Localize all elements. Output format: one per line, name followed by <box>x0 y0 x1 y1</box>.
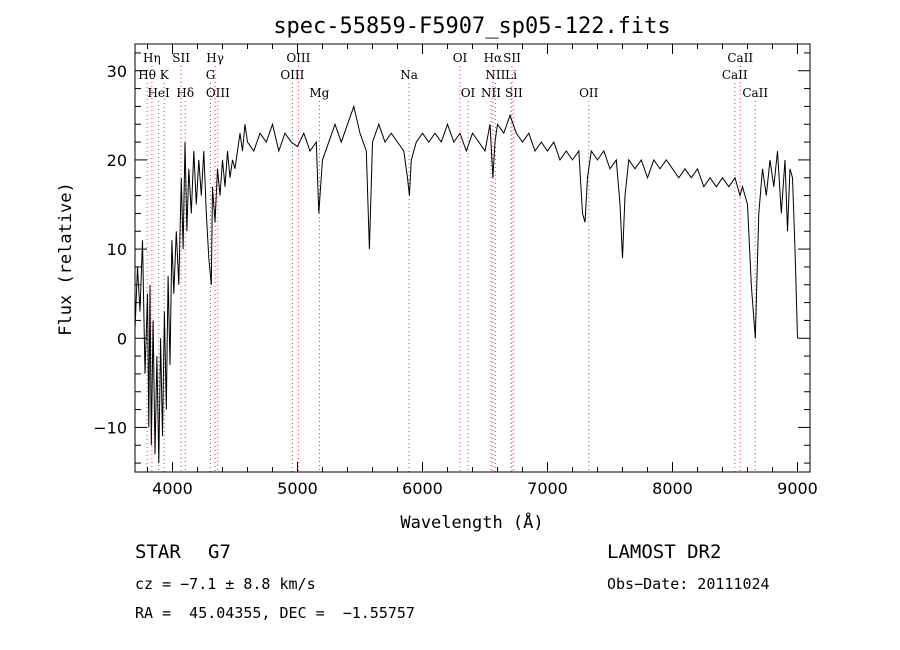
x-tick-label-3: 7000 <box>527 479 568 498</box>
line-label-9: OIII <box>286 51 310 65</box>
line-label-24: CaII <box>742 86 768 100</box>
y-tick-label-0: −10 <box>93 418 127 437</box>
line-label-2: HeI <box>147 86 170 100</box>
line-label-14: OI <box>461 86 476 100</box>
line-label-15: Hα <box>484 51 503 65</box>
line-label-19: NII <box>481 86 501 100</box>
x-tick-label-0: 4000 <box>152 479 193 498</box>
ra-dec-coordinates: RA = 45.04355, DEC = −1.55757 <box>135 604 415 622</box>
observation-date: Obs−Date: 20111024 <box>607 575 770 593</box>
y-tick-label-1: 0 <box>117 329 127 348</box>
line-label-7: G <box>206 68 216 82</box>
line-label-1: Hθ <box>138 68 156 82</box>
y-tick-label-3: 20 <box>107 151 127 170</box>
line-label-0: Hη <box>143 51 161 65</box>
x-axis-ticks: 4000 5000 6000 7000 8000 9000 <box>147 44 818 498</box>
plot-frame <box>134 43 811 473</box>
line-label-12: Na <box>400 68 418 82</box>
y-tick-label-2: 10 <box>107 240 127 259</box>
line-label-20: SII <box>505 86 523 100</box>
x-axis-label: Wavelength (Å) <box>400 511 543 533</box>
line-label-10: OIII <box>280 68 304 82</box>
x-tick-label-5: 9000 <box>777 479 818 498</box>
line-label-4: SII <box>172 51 190 65</box>
y-axis-ticks: −10 0 10 20 30 <box>93 52 810 464</box>
line-label-23: CaII <box>722 68 748 82</box>
survey-name: LAMOST DR2 <box>607 541 722 563</box>
x-tick-label-4: 8000 <box>652 479 693 498</box>
y-axis-label: Flux (relative) <box>56 182 76 336</box>
line-label-8: OIII <box>206 86 230 100</box>
flux-series-line <box>134 104 798 464</box>
chart-title: spec-55859-F5907_sp05-122.fits <box>273 14 670 39</box>
spectral-line-markers <box>146 66 756 472</box>
line-label-16: SII <box>503 51 521 65</box>
object-class: STAR <box>135 541 181 563</box>
x-tick-label-2: 6000 <box>402 479 443 498</box>
redshift-velocity: cz = −7.1 ± 8.8 km/s <box>135 575 316 593</box>
line-label-13: OI <box>453 51 468 65</box>
line-label-6: Hγ <box>206 51 224 65</box>
y-tick-label-4: 30 <box>107 62 127 81</box>
line-label-5: Hδ <box>176 86 194 100</box>
line-label-18: Li <box>505 68 517 82</box>
object-subclass: G7 <box>208 541 231 563</box>
x-tick-label-1: 5000 <box>277 479 318 498</box>
line-label-11: Mg <box>309 86 329 100</box>
line-label-17: NII <box>485 68 505 82</box>
line-label-21: OII <box>579 86 599 100</box>
line-label-22: CaII <box>727 51 753 65</box>
line-label-3: K <box>160 68 170 82</box>
